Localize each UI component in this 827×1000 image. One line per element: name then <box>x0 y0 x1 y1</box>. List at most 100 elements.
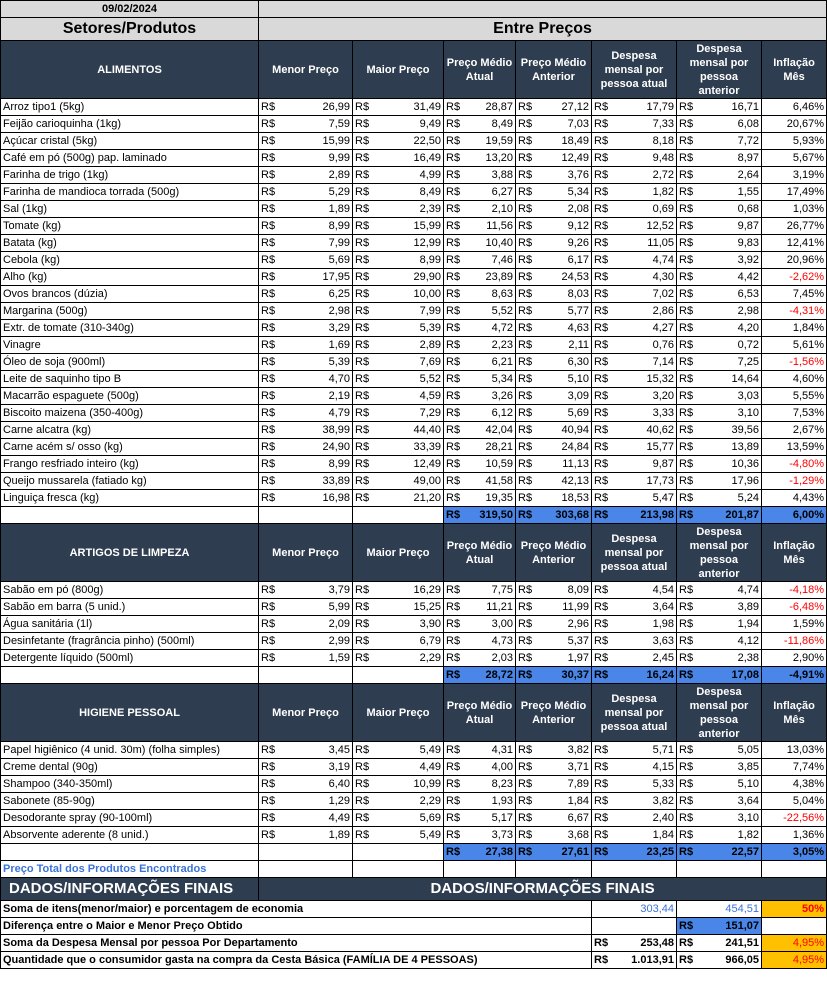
value: 8,49 <box>419 186 441 198</box>
price-cell: R$ 8,97 <box>676 149 762 167</box>
currency-label: R$ <box>518 829 533 841</box>
table-row: Papel higiênico (4 unid. 30m) (folha sim… <box>0 741 827 759</box>
value: 10,59 <box>485 458 513 470</box>
price-cell: R$ 4,12 <box>676 632 762 650</box>
currency-label: R$ <box>446 492 461 504</box>
currency-label: R$ <box>594 458 609 470</box>
value: 4,63 <box>567 322 589 334</box>
price-cell: R$ 4,54 <box>591 581 677 599</box>
currency-label: R$ <box>355 390 370 402</box>
inflation-cell: 4,60% <box>760 370 827 388</box>
currency-label: R$ <box>355 254 370 266</box>
column-header: Despesa mensal por pessoa atual <box>591 523 677 582</box>
value: 24,90 <box>322 441 350 453</box>
value: 4,72 <box>491 322 513 334</box>
currency-label: R$ <box>594 744 609 756</box>
value: 4,54 <box>652 584 674 596</box>
value: 5,52 <box>491 305 513 317</box>
price-cell: R$ 22,50 <box>352 132 444 150</box>
value: 3,63 <box>652 635 674 647</box>
price-cell: R$ 2,08 <box>515 200 592 218</box>
value: 11,13 <box>562 458 589 470</box>
value: 1,55 <box>737 186 759 198</box>
price-cell: R$ 44,40 <box>352 421 444 439</box>
value: 3,19 <box>328 761 350 773</box>
price-cell: R$ 13,20 <box>443 149 516 167</box>
product-name: Carne acém s/ osso (kg) <box>0 438 259 456</box>
currency-label: R$ <box>594 829 609 841</box>
inflation-cell: 5,55% <box>760 387 827 405</box>
currency-label: R$ <box>355 492 370 504</box>
price-cell: R$ 4,79 <box>258 404 353 422</box>
currency-label: R$ <box>679 812 694 824</box>
currency-label: R$ <box>679 846 694 858</box>
product-name: Queijo mussarela (fatiado kg) <box>0 472 259 490</box>
value: 15,25 <box>413 601 441 613</box>
price-cell: R$ 4,70 <box>258 370 353 388</box>
value: 5,69 <box>419 812 441 824</box>
currency-label: R$ <box>355 424 370 436</box>
currency-label: R$ <box>594 669 609 681</box>
column-header: Inflação Mês <box>760 683 827 742</box>
price-cell: R$ 9,99 <box>258 149 353 167</box>
price-cell: R$ 5,39 <box>258 353 353 371</box>
value: 5,33 <box>652 778 674 790</box>
price-cell: R$ 5,17 <box>443 809 516 827</box>
inflation-cell: 5,67% <box>760 149 827 167</box>
inflation-cell: 20,67% <box>760 115 827 133</box>
price-cell: R$ 5,69 <box>352 809 444 827</box>
currency-label: R$ <box>355 203 370 215</box>
column-header: Despesa mensal por pessoa anterior <box>676 683 762 742</box>
value: 3,10 <box>737 407 759 419</box>
value: 13,20 <box>485 152 513 164</box>
price-total-row: Preço Total dos Produtos Encontrados <box>0 860 827 878</box>
price-cell: R$ 5,34 <box>515 183 592 201</box>
price-cell: R$ 21,20 <box>352 489 444 507</box>
product-name: Desodorante spray (90-100ml) <box>0 809 259 827</box>
value: 2,96 <box>567 618 589 630</box>
empty-cell <box>352 860 444 878</box>
value: 2,19 <box>328 390 350 402</box>
price-cell: R$ 7,29 <box>352 404 444 422</box>
inflation-cell: 1,84% <box>760 319 827 337</box>
price-cell: R$ 8,03 <box>515 285 592 303</box>
price-cell: R$ 3,03 <box>676 387 762 405</box>
price-cell: R$ 7,89 <box>515 775 592 793</box>
price-cell: R$ 4,42 <box>676 268 762 286</box>
column-header: Menor Preço <box>258 523 353 582</box>
price-cell: R$ 6,53 <box>676 285 762 303</box>
price-cell: R$ 8,23 <box>443 775 516 793</box>
price-table: 09/02/2024 Setores/Produtos Entre Preços… <box>0 0 827 969</box>
price-cell: R$ 4,31 <box>443 741 516 759</box>
currency-label: R$ <box>355 339 370 351</box>
value: 27,12 <box>561 101 589 113</box>
currency-label: R$ <box>518 492 533 504</box>
currency-label: R$ <box>594 475 609 487</box>
section-header: HIGIENE PESSOAL Menor Preço Maior Preço Pre… <box>0 683 827 742</box>
value: 3,03 <box>737 390 759 402</box>
price-cell: R$ 2,03 <box>443 649 516 667</box>
price-cell: R$ 9,87 <box>591 455 677 473</box>
currency-label: R$ <box>355 118 370 130</box>
price-cell: R$ 12,52 <box>591 217 677 235</box>
value: 3,85 <box>737 761 759 773</box>
price-cell: R$ 2,72 <box>591 166 677 184</box>
value: 28,87 <box>485 101 513 113</box>
currency-label: R$ <box>355 761 370 773</box>
currency-label: R$ <box>355 618 370 630</box>
product-name: Linguiça fresca (kg) <box>0 489 259 507</box>
value: 2,45 <box>652 652 674 664</box>
currency-label: R$ <box>679 305 694 317</box>
currency-label: R$ <box>594 118 609 130</box>
currency-label: R$ <box>518 220 533 232</box>
price-cell: R$ 17,95 <box>258 268 353 286</box>
inflation-cell: -2,62% <box>760 268 827 286</box>
currency-label: R$ <box>261 339 276 351</box>
currency-label: R$ <box>355 237 370 249</box>
inflation-cell: 5,61% <box>760 336 827 354</box>
price-cell: R$ 8,49 <box>443 115 516 133</box>
currency-label: R$ <box>594 812 609 824</box>
final-value-1: R$ 253,48 <box>591 934 677 952</box>
total-inflation: -4,91% <box>760 666 827 684</box>
value: 5,17 <box>491 812 513 824</box>
